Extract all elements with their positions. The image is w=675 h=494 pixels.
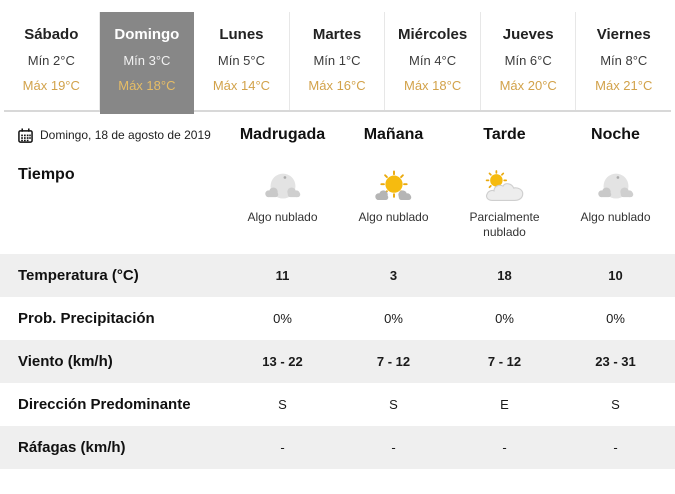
row-label-tiempo: Tiempo xyxy=(18,166,75,183)
moon-clouds-icon xyxy=(260,166,306,206)
column-header-noche: Noche xyxy=(591,126,640,143)
cell-value: 23 - 31 xyxy=(595,354,636,369)
column-header-tarde: Tarde xyxy=(483,126,526,143)
day-tab-domingo-selected[interactable]: Domingo Mín 3°C Máx 18°C xyxy=(99,12,195,114)
day-tab-viernes[interactable]: Viernes Mín 8°C Máx 21°C xyxy=(576,12,672,110)
day-name: Martes xyxy=(312,26,362,43)
cell-value: 3 xyxy=(389,268,398,283)
condition-caption: Algo nublado xyxy=(247,210,318,224)
condition-noche: Algo nublado xyxy=(560,158,671,254)
table-row-direccion: Dirección Predominante S S E S xyxy=(0,383,675,426)
day-min-temp: Mín 3°C xyxy=(123,53,171,68)
condition-caption: Algo nublado xyxy=(358,210,429,224)
date-bar: Domingo, 18 de agosto de 2019 xyxy=(0,127,227,143)
cell-value: 0% xyxy=(606,311,625,326)
cell-value: 0% xyxy=(495,311,514,326)
forecast-date: Domingo, 18 de agosto de 2019 xyxy=(40,128,211,142)
sun-behind-cloud-icon xyxy=(482,166,528,206)
day-max-temp: Máx 19°C xyxy=(22,78,80,93)
row-label: Viento (km/h) xyxy=(18,353,113,370)
day-min-temp: Mín 4°C xyxy=(409,53,457,68)
day-tab-sabado[interactable]: Sábado Mín 2°C Máx 19°C xyxy=(4,12,100,110)
cell-value: 18 xyxy=(497,268,512,283)
day-name: Lunes xyxy=(219,26,264,43)
cell-value: 7 - 12 xyxy=(376,354,411,369)
day-min-temp: Mín 8°C xyxy=(600,53,648,68)
day-tab-jueves[interactable]: Jueves Mín 6°C Máx 20°C xyxy=(480,12,577,110)
cell-value: - xyxy=(502,440,507,455)
day-max-temp: Máx 21°C xyxy=(595,78,653,93)
day-name: Domingo xyxy=(114,26,180,43)
day-tab-martes[interactable]: Martes Mín 1°C Máx 16°C xyxy=(289,12,386,110)
day-max-temp: Máx 18°C xyxy=(403,78,462,93)
cell-value: - xyxy=(613,440,618,455)
day-name: Viernes xyxy=(596,26,651,43)
cell-value: S xyxy=(389,397,398,412)
condition-manana: Algo nublado xyxy=(338,158,449,254)
cell-value: 7 - 12 xyxy=(487,354,522,369)
cell-value: 0% xyxy=(384,311,403,326)
day-min-temp: Mín 2°C xyxy=(27,53,75,68)
forecast-table: Temperatura (°C) 11 3 18 10 Prob. Precip… xyxy=(0,254,675,469)
table-row-temperatura: Temperatura (°C) 11 3 18 10 xyxy=(0,254,675,297)
day-min-temp: Mín 1°C xyxy=(313,53,361,68)
condition-caption: Parcialmente nublado xyxy=(469,210,540,239)
day-max-temp: Máx 16°C xyxy=(308,78,366,93)
day-name: Miércoles xyxy=(398,26,468,43)
cell-value: 0% xyxy=(273,311,292,326)
cell-value: S xyxy=(278,397,287,412)
day-tab-lunes[interactable]: Lunes Mín 5°C Máx 14°C xyxy=(194,12,290,110)
day-max-temp: Máx 14°C xyxy=(212,78,271,93)
day-max-temp: Máx 20°C xyxy=(499,78,557,93)
day-max-temp: Máx 18°C xyxy=(118,78,176,93)
period-header-row: Domingo, 18 de agosto de 2019 Madrugada … xyxy=(0,112,675,158)
cell-value: E xyxy=(500,397,509,412)
day-tab-miercoles[interactable]: Miércoles Mín 4°C Máx 18°C xyxy=(385,12,481,110)
cell-value: - xyxy=(391,440,396,455)
day-min-temp: Mín 6°C xyxy=(504,53,552,68)
day-min-temp: Mín 5°C xyxy=(217,53,265,68)
column-header-manana: Mañana xyxy=(363,126,424,143)
row-label: Temperatura (°C) xyxy=(18,267,139,284)
table-row-precipitacion: Prob. Precipitación 0% 0% 0% 0% xyxy=(0,297,675,340)
cell-value: 10 xyxy=(608,268,623,283)
week-day-strip: Sábado Mín 2°C Máx 19°C Domingo Mín 3°C … xyxy=(4,12,672,114)
day-name: Sábado xyxy=(24,26,79,43)
condition-madrugada: Algo nublado xyxy=(227,158,338,254)
sun-clouds-icon xyxy=(371,166,417,206)
cell-value: 11 xyxy=(275,268,290,283)
day-name: Jueves xyxy=(502,26,554,43)
calendar-icon xyxy=(18,127,33,143)
cell-value: - xyxy=(280,440,285,455)
column-header-madrugada: Madrugada xyxy=(239,126,326,143)
conditions-row: Tiempo Algo nublado xyxy=(0,158,675,254)
table-row-viento: Viento (km/h) 13 - 22 7 - 12 7 - 12 23 -… xyxy=(0,340,675,383)
moon-clouds-icon xyxy=(593,166,639,206)
row-label: Dirección Predominante xyxy=(18,396,191,413)
condition-tarde: Parcialmente nublado xyxy=(449,158,560,254)
table-row-rafagas: Ráfagas (km/h) - - - - xyxy=(0,426,675,469)
row-label: Ráfagas (km/h) xyxy=(18,439,126,456)
condition-caption: Algo nublado xyxy=(580,210,651,224)
row-label: Prob. Precipitación xyxy=(18,310,155,327)
cell-value: 13 - 22 xyxy=(262,354,303,369)
cell-value: S xyxy=(611,397,620,412)
